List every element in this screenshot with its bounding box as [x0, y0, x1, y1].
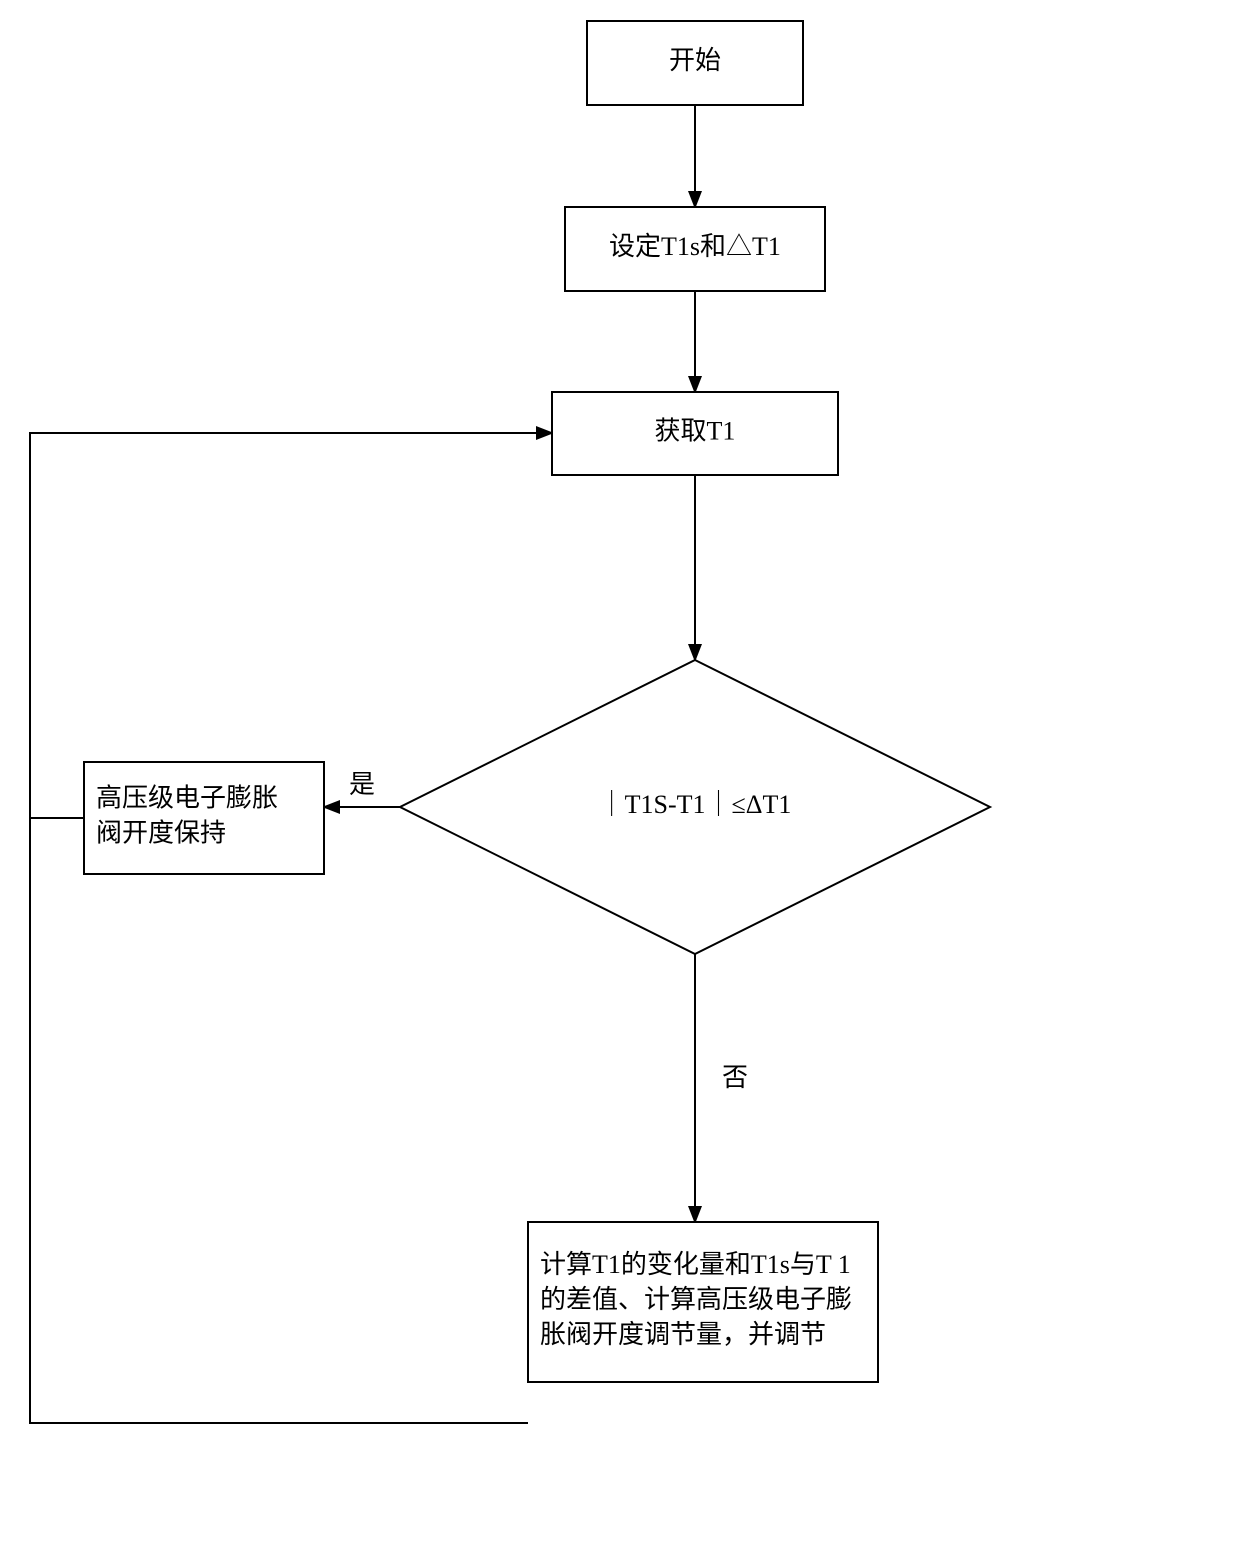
node-cond: ｜T1S-T1｜≤ΔT1 — [400, 660, 990, 954]
node-text-calc-1: 的差值、计算高压级电子膨 — [540, 1285, 852, 1314]
node-text-hold-1: 阀开度保持 — [96, 819, 226, 848]
node-text-set-0: 设定T1s和△T1 — [609, 232, 781, 261]
node-set: 设定T1s和△T1 — [565, 207, 825, 291]
node-calc: 计算T1的变化量和T1s与T 1 的差值、计算高压级电子膨胀阀开度调节量，并调节 — [528, 1222, 878, 1382]
nodes: 开始设定T1s和△T1 获取T1 ｜T1S-T1｜≤ΔT1 高压级电子膨胀阀开度保持计… — [84, 21, 990, 1382]
node-text-get-0: 获取T1 — [655, 416, 736, 445]
edge-label-e4: 是 — [349, 770, 375, 799]
edge-e6 — [30, 433, 552, 1423]
node-text-calc-2: 胀阀开度调节量，并调节 — [540, 1320, 826, 1349]
node-text-start-0: 开始 — [669, 46, 721, 75]
node-get: 获取T1 — [552, 392, 838, 475]
node-start: 开始 — [587, 21, 803, 105]
node-text-hold-0: 高压级电子膨胀 — [96, 783, 278, 812]
node-text-cond-0: ｜T1S-T1｜≤ΔT1 — [599, 790, 792, 819]
node-text-calc-0: 计算T1的变化量和T1s与T 1 — [540, 1250, 851, 1279]
node-hold: 高压级电子膨胀阀开度保持 — [84, 762, 324, 874]
edge-label-e5: 否 — [722, 1063, 748, 1092]
